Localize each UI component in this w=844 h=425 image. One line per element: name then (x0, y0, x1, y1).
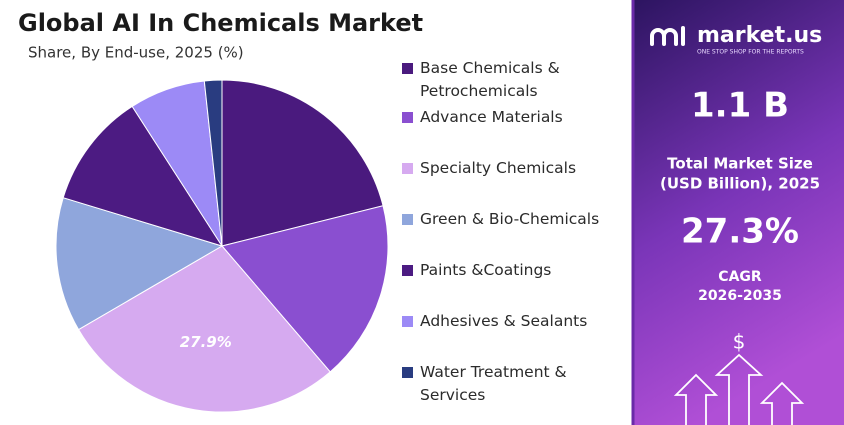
legend-swatch (402, 63, 413, 74)
legend-swatch (402, 265, 413, 276)
legend-label: Paints &Coatings (420, 261, 552, 279)
sidebar (632, 0, 844, 425)
legend-item: Specialty Chemicals (402, 157, 627, 180)
legend-label: Specialty Chemicals (420, 159, 577, 177)
market-size-label: Total Market Size (667, 155, 813, 173)
cagr-value: 27.3% (681, 212, 799, 252)
logo-text: market.us (697, 23, 822, 48)
legend-label: Adhesives & Sealants (420, 312, 588, 330)
legend-item: Green & Bio-Chemicals (402, 208, 627, 231)
market-size-label: (USD Billion), 2025 (660, 175, 820, 193)
chart-subtitle: Share, By End-use, 2025 (%) (28, 44, 244, 62)
legend-swatch (402, 112, 413, 123)
legend-swatch (402, 163, 413, 174)
pie-slice (221, 205, 389, 373)
pie-slice (62, 105, 224, 247)
legend-item: Water Treatment & Services (402, 361, 627, 407)
legend-item: Advance Materials (402, 106, 627, 129)
dollar-icon: $ (733, 330, 746, 354)
logo-icon (650, 26, 685, 46)
pie-slice (55, 197, 224, 331)
legend-swatch (402, 214, 413, 225)
cagr-label: CAGR (718, 269, 762, 285)
legend-swatch (402, 367, 413, 378)
pie-slice (221, 79, 384, 247)
growth-arrows (673, 353, 805, 425)
pie: 27.9% (55, 79, 389, 413)
logo-tagline: ONE STOP SHOP FOR THE REPORTS (697, 49, 804, 56)
cagr-period: 2026-2035 (698, 288, 782, 304)
legend-swatch (402, 316, 413, 327)
pie-slice (77, 245, 331, 413)
legend-item: Base Chemicals & Petrochemicals (402, 57, 627, 103)
data-label: 27.9% (180, 333, 232, 351)
legend-label: Advance Materials (420, 108, 563, 126)
chart-title: Global AI In Chemicals Market (18, 9, 423, 37)
legend-label: Base Chemicals & Petrochemicals (420, 59, 560, 100)
legend-label: Water Treatment & Services (420, 363, 567, 404)
legend-item: Adhesives & Sealants (402, 310, 627, 333)
legend-label: Green & Bio-Chemicals (420, 210, 600, 228)
legend-item: Paints &Coatings (402, 259, 627, 282)
market-size: 1.1 B (691, 86, 789, 126)
pie-slice (203, 79, 223, 247)
